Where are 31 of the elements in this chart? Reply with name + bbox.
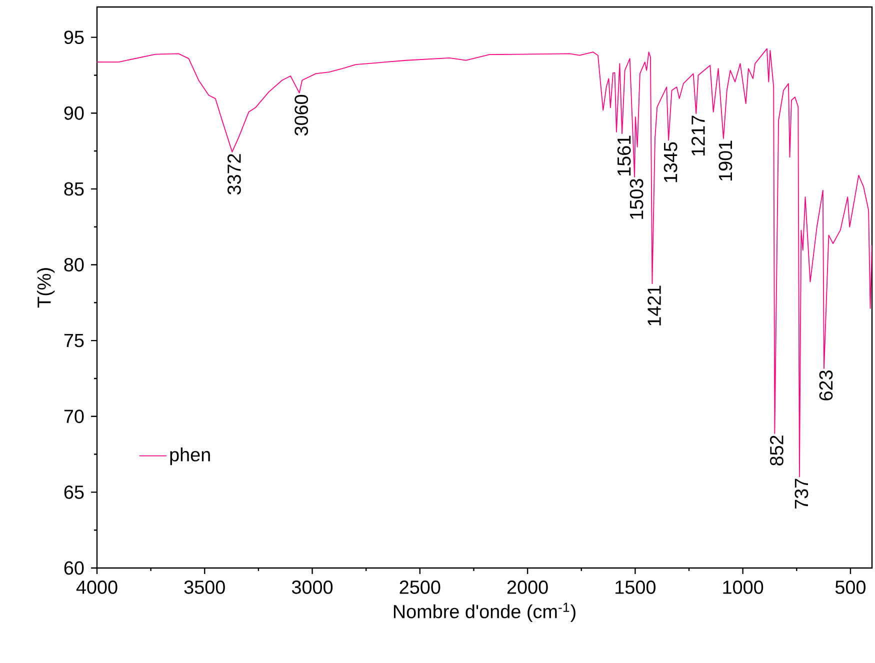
x-tick-label: 500 xyxy=(835,580,866,594)
line-series xyxy=(96,48,872,478)
x-axis-title: Nombre d'onde (cm$^{-1}$) xyxy=(394,602,576,622)
x-tick-label: 3500 xyxy=(184,580,225,594)
y-tick-label: 60 xyxy=(64,561,84,575)
annotation: 623 xyxy=(819,370,833,400)
x-tick-label: 2000 xyxy=(507,580,548,594)
x-tick-label: 1500 xyxy=(616,580,656,594)
y-axis-title: T(%) xyxy=(36,268,55,308)
annotation: 1901 xyxy=(718,140,732,180)
annotation: 3372 xyxy=(227,154,241,195)
x-tick-label: 4000 xyxy=(76,580,118,594)
y-tick-label: 95 xyxy=(64,30,84,44)
legend-label: phen xyxy=(170,448,210,466)
x-tick-label: 3000 xyxy=(292,580,333,594)
annotation: 3060 xyxy=(294,94,308,136)
y-tick-label: 90 xyxy=(64,106,84,120)
annotation: 1503 xyxy=(630,179,644,219)
annotation: 1421 xyxy=(648,286,661,326)
annotation: 1345 xyxy=(664,142,678,182)
annotation: 1217 xyxy=(692,116,705,156)
y-tick-label: 70 xyxy=(64,410,84,424)
y-tick-label: 75 xyxy=(64,334,84,348)
annotation: 737 xyxy=(794,478,808,509)
annotation: 1561 xyxy=(617,136,631,176)
y-tick-label: 85 xyxy=(64,182,84,196)
y-tick-label: 65 xyxy=(64,485,84,499)
y-tick-label: 80 xyxy=(64,258,84,272)
x-tick-label: 1000 xyxy=(723,580,764,594)
annotation: 852 xyxy=(770,436,784,466)
x-tick-label: 2500 xyxy=(400,580,440,594)
